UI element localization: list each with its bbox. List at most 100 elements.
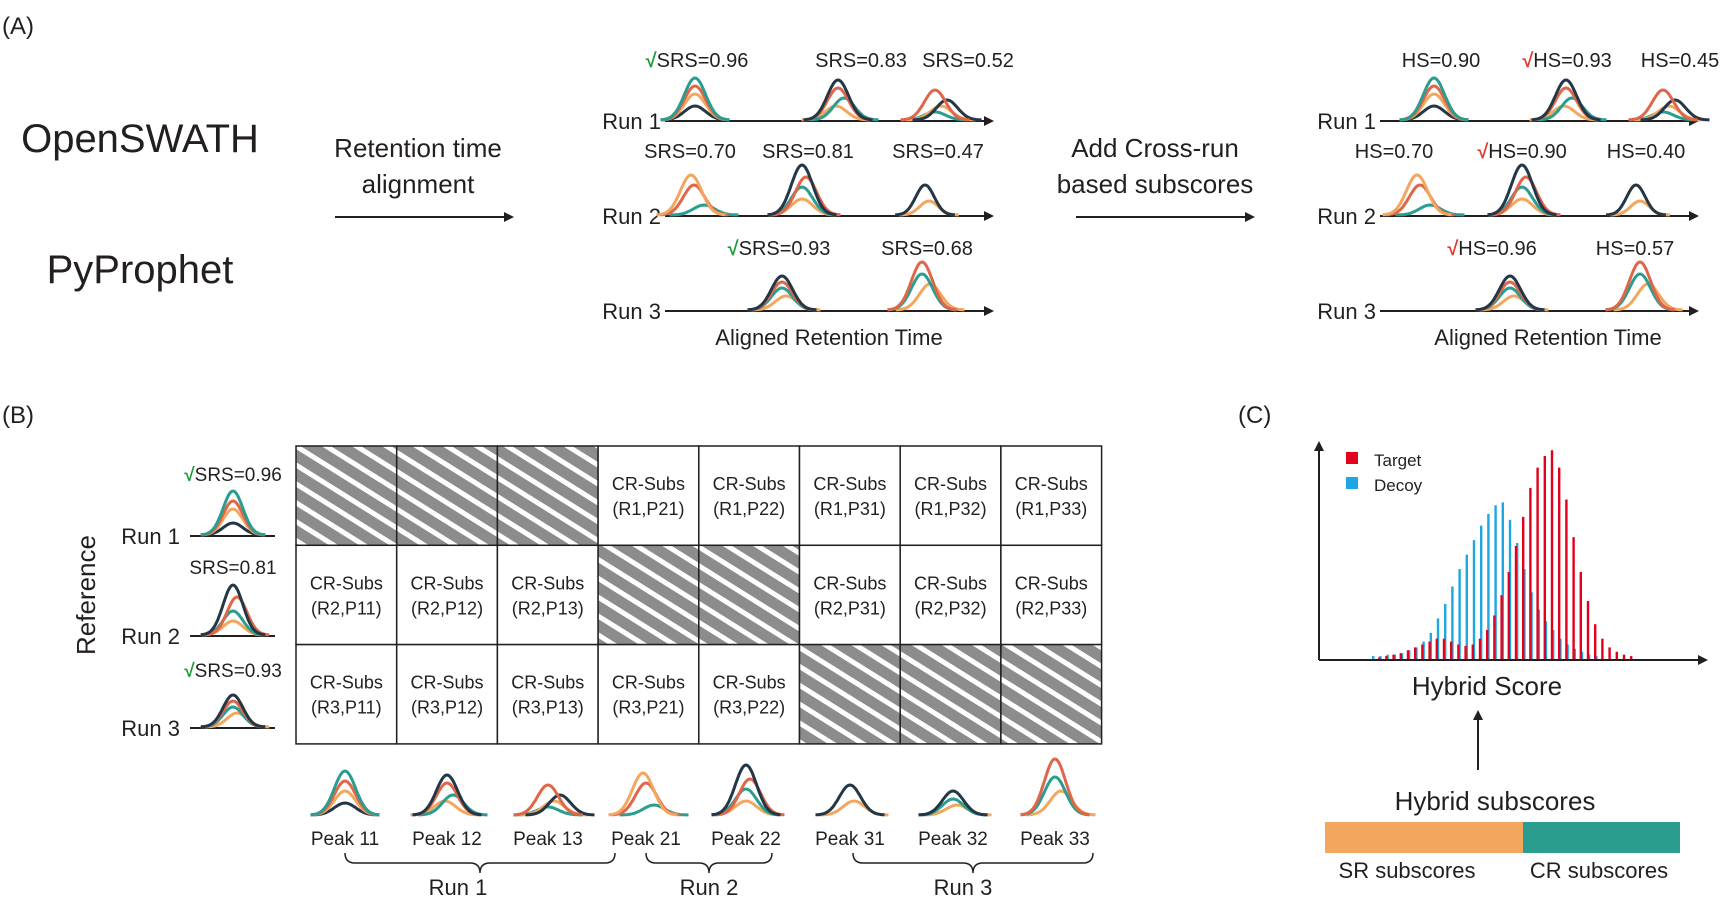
- grid-cell-hatched: [496, 445, 599, 547]
- grid-cell-hatched: [798, 643, 901, 745]
- decoy-bar: [1422, 641, 1425, 659]
- grid-cell: CR-Subs (R1,P32): [899, 445, 1002, 547]
- srs-run2-peak3-score: SRS=0.47: [892, 141, 984, 163]
- hs-plot: Run 1 Run 2 Run 3 HS=0.90 √HS=0.93 HS=0.…: [1317, 50, 1719, 350]
- cell-box: [1000, 445, 1103, 547]
- cell-coords: (R2,P33): [1015, 598, 1087, 618]
- grid-cell: CR-Subs (R2,P12): [395, 544, 499, 646]
- crossrun-label-line2: based subscores: [1057, 169, 1254, 199]
- cell-title: CR-Subs: [511, 673, 584, 693]
- cell-title: CR-Subs: [914, 474, 987, 494]
- grid-cell-hatched: [295, 445, 398, 547]
- hs-run2-peak2: [1487, 163, 1561, 217]
- chromatogram-trace: [204, 595, 270, 637]
- panel-a-label: (A): [2, 13, 34, 40]
- check-mark: √: [184, 661, 195, 682]
- srs-run1-peak2-score: SRS=0.83: [815, 50, 907, 72]
- hs-run3-peak1-score: √HS=0.96: [1447, 238, 1536, 260]
- tool-pyprophet: PyProphet: [47, 248, 234, 292]
- decoy-bar: [1372, 656, 1375, 659]
- grid-cell: CR-Subs (R2,P13): [496, 544, 599, 646]
- chromatogram-trace: [525, 793, 595, 817]
- grid-cell-hatched: [698, 544, 801, 646]
- chromatogram-trace: [747, 274, 817, 312]
- target-bar: [1392, 654, 1395, 659]
- hybrid-score-label: Hybrid Score: [1412, 671, 1562, 701]
- chromatogram-trace: [1531, 78, 1601, 122]
- chromatogram-trace: [895, 183, 955, 217]
- srs-run3-peak2-score: SRS=0.68: [881, 238, 973, 260]
- check-mark: √: [646, 50, 658, 72]
- grid-cell: CR-Subs (R2,P11): [295, 544, 398, 646]
- panel-a: (A) OpenSWATH PyProphet Retention time a…: [2, 13, 1719, 350]
- target-bar: [1579, 572, 1582, 659]
- run3-label: Run 3: [602, 299, 661, 324]
- peak-label: Peak 11: [311, 829, 379, 850]
- cell-title: CR-Subs: [310, 573, 383, 593]
- run1-label: Run 1: [602, 109, 661, 134]
- grid-cell-hatched: [395, 445, 499, 547]
- srs-run1-peak1: [660, 76, 730, 122]
- cell-title: CR-Subs: [511, 573, 584, 593]
- target-bar: [1428, 641, 1431, 659]
- cell-coords: (R1,P31): [814, 499, 886, 519]
- target-bar: [1543, 456, 1546, 659]
- cell-box: [395, 544, 499, 646]
- hs-run2-peak3: [1606, 183, 1670, 217]
- sr-subscores-bar: [1325, 822, 1523, 853]
- target-bar: [1615, 651, 1618, 659]
- target-bar: [1500, 595, 1503, 659]
- peak-2-trace: [410, 773, 488, 817]
- hs-run1-peak3: [1628, 88, 1710, 122]
- ref-run2-score: SRS=0.81: [189, 558, 276, 579]
- hs-run3-peak2: [1605, 260, 1683, 312]
- cell-coords: (R3,P13): [512, 698, 584, 718]
- legend-target-swatch: [1346, 452, 1358, 464]
- run3-label: Run 3: [1317, 299, 1376, 324]
- alignment-label-line2: alignment: [362, 169, 476, 199]
- cell-box: [698, 445, 801, 547]
- target-bar: [1594, 624, 1597, 659]
- peak-3-trace: [513, 783, 595, 817]
- chromatogram-trace: [513, 783, 583, 817]
- run1-brace: [344, 852, 616, 874]
- cell-box: [496, 643, 599, 745]
- cell-box: [295, 643, 398, 745]
- chromatogram-trace: [1399, 76, 1469, 122]
- target-bar: [1464, 645, 1467, 659]
- cell-box: [1000, 643, 1103, 745]
- panel-c-label: (C): [1238, 402, 1271, 429]
- cell-box: [899, 544, 1002, 646]
- cell-title: CR-Subs: [914, 573, 987, 593]
- peak-label: Peak 21: [611, 829, 681, 850]
- cell-box: [899, 643, 1002, 745]
- panel-b: (B) Reference Run 1 Run 2 Run 3 √SRS=0.9…: [2, 402, 1103, 900]
- hs-run1-peak3-score: HS=0.45: [1641, 50, 1719, 72]
- decoy-bar: [1458, 569, 1461, 659]
- cell-box: [899, 445, 1002, 547]
- panel-c: (C) Target Decoy Hybrid Score Hybrid sub…: [1238, 402, 1708, 883]
- hybrid-subscores-title: Hybrid subscores: [1395, 786, 1596, 816]
- srs-run2-peak1: [656, 173, 739, 217]
- cell-coords: (R2,P11): [311, 598, 382, 618]
- peak-label: Peak 31: [815, 829, 885, 850]
- chromatogram-trace: [1020, 757, 1090, 817]
- target-bar: [1457, 644, 1460, 659]
- cell-box: [496, 445, 599, 547]
- cell-box: [597, 544, 700, 646]
- ref-run1-peak: [200, 489, 266, 537]
- grid-cell-hatched: [899, 643, 1002, 745]
- hs-run2-peak1-score: HS=0.70: [1355, 141, 1433, 163]
- chromatogram-trace: [803, 78, 873, 122]
- chromatogram-trace: [1605, 260, 1675, 312]
- chromatogram-trace: [200, 489, 266, 537]
- hs-run2-peak3-score: HS=0.40: [1607, 141, 1685, 163]
- cell-box: [698, 544, 801, 646]
- target-bar: [1435, 638, 1438, 659]
- cell-coords: (R2,P31): [814, 598, 886, 618]
- hs-run1-peak1-score: HS=0.90: [1402, 50, 1480, 72]
- ref-run3-label: Run 3: [121, 716, 180, 741]
- cell-title: CR-Subs: [713, 673, 786, 693]
- cell-box: [1000, 544, 1103, 646]
